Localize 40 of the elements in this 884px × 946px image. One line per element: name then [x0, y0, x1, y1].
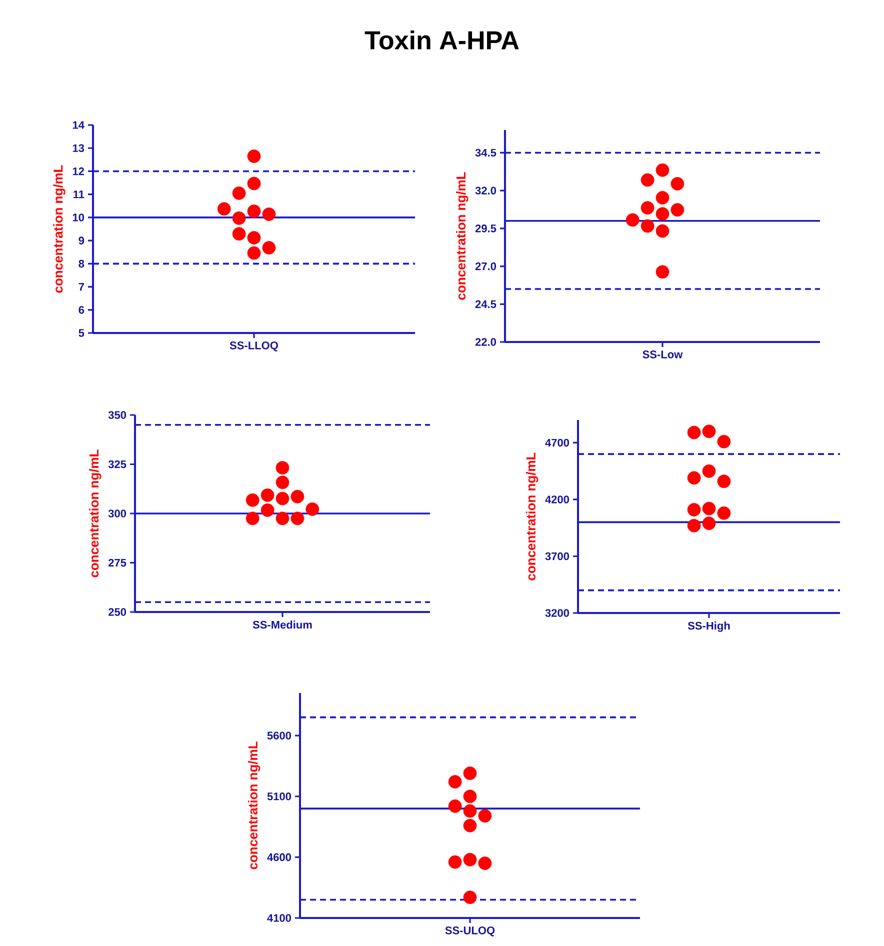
- y-tick-label: 3200: [545, 609, 569, 617]
- y-tick-label: 250: [108, 608, 126, 616]
- y-tick-label: 34.5: [475, 148, 496, 157]
- x-tick-label: SS-High: [688, 622, 730, 632]
- y-tick-label: 350: [108, 411, 126, 419]
- x-tick-label: SS-ULOQ: [445, 926, 495, 936]
- x-tick-label: SS-Low: [642, 350, 683, 358]
- y-tick-label: 300: [108, 510, 126, 518]
- y-tick-label: 4200: [545, 496, 569, 504]
- y-tick-label: 4600: [267, 853, 291, 862]
- y-axis-title: concentration ng/mL: [456, 172, 468, 300]
- y-tick-label: 5: [78, 329, 84, 337]
- y-tick-label: 13: [72, 144, 84, 152]
- y-tick-label: 5100: [267, 792, 291, 800]
- y-tick-label: 12: [72, 167, 84, 176]
- y-tick-label: 32.0: [475, 186, 496, 194]
- y-axis-title: concentration ng/mL: [248, 742, 260, 870]
- y-tick-label: 29.5: [475, 224, 496, 232]
- y-axis-title: concentration ng/mL: [89, 450, 102, 578]
- y-tick-label: 3700: [545, 552, 569, 560]
- y-tick-label: 11: [74, 190, 84, 198]
- y-tick-label: 4100: [267, 914, 291, 922]
- y-tick-label: 8: [78, 260, 84, 268]
- y-tick-label: 27.0: [475, 262, 496, 270]
- y-tick-label: 6: [78, 306, 84, 314]
- y-axis-title: concentration ng/mL: [53, 165, 66, 293]
- y-tick-label: 14: [72, 121, 84, 129]
- y-tick-label: 9: [78, 236, 84, 244]
- y-tick-label: 22.0: [475, 338, 496, 346]
- y-tick-label: 325: [108, 460, 126, 468]
- y-tick-label: 24.5: [475, 300, 496, 308]
- chart-title: Toxin A-HPA: [364, 30, 519, 50]
- y-tick-label: 5600: [267, 732, 291, 740]
- x-tick-label: SS-Medium: [252, 620, 312, 629]
- y-tick-label: 10: [72, 214, 84, 222]
- y-tick-label: 275: [108, 558, 126, 567]
- y-tick-label: 7: [78, 283, 84, 291]
- y-tick-label: 4700: [545, 438, 569, 447]
- y-axis-title: concentration ng/mL: [526, 452, 538, 580]
- x-tick-label: SS-LLOQ: [230, 342, 278, 352]
